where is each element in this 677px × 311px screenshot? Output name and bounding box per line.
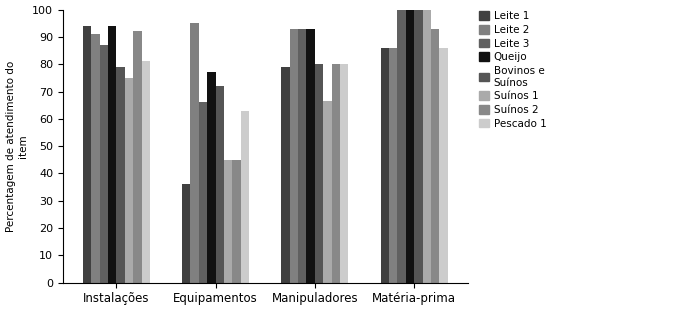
Bar: [241, 111, 249, 283]
Bar: [406, 10, 414, 283]
Bar: [439, 48, 447, 283]
Bar: [141, 62, 150, 283]
Bar: [324, 100, 332, 283]
Bar: [91, 34, 100, 283]
Bar: [232, 160, 241, 283]
Bar: [224, 160, 232, 283]
Bar: [182, 184, 190, 283]
Bar: [315, 64, 324, 283]
Bar: [307, 29, 315, 283]
Bar: [83, 26, 91, 283]
Bar: [298, 29, 307, 283]
Y-axis label: Percentagem de atendimento do
item: Percentagem de atendimento do item: [5, 61, 28, 232]
Bar: [340, 64, 349, 283]
Bar: [125, 78, 133, 283]
Bar: [290, 29, 298, 283]
Bar: [431, 29, 439, 283]
Bar: [422, 10, 431, 283]
Bar: [190, 23, 199, 283]
Bar: [108, 26, 116, 283]
Legend: Leite 1, Leite 2, Leite 3, Queijo, Bovinos e
Suínos, Suínos 1, Suínos 2, Pescado: Leite 1, Leite 2, Leite 3, Queijo, Bovin…: [477, 9, 548, 131]
Bar: [389, 48, 397, 283]
Bar: [215, 86, 224, 283]
Bar: [397, 10, 406, 283]
Bar: [207, 72, 215, 283]
Bar: [199, 102, 207, 283]
Bar: [414, 10, 422, 283]
Bar: [133, 31, 141, 283]
Bar: [380, 48, 389, 283]
Bar: [332, 64, 340, 283]
Bar: [100, 45, 108, 283]
Bar: [116, 67, 125, 283]
Bar: [281, 67, 290, 283]
